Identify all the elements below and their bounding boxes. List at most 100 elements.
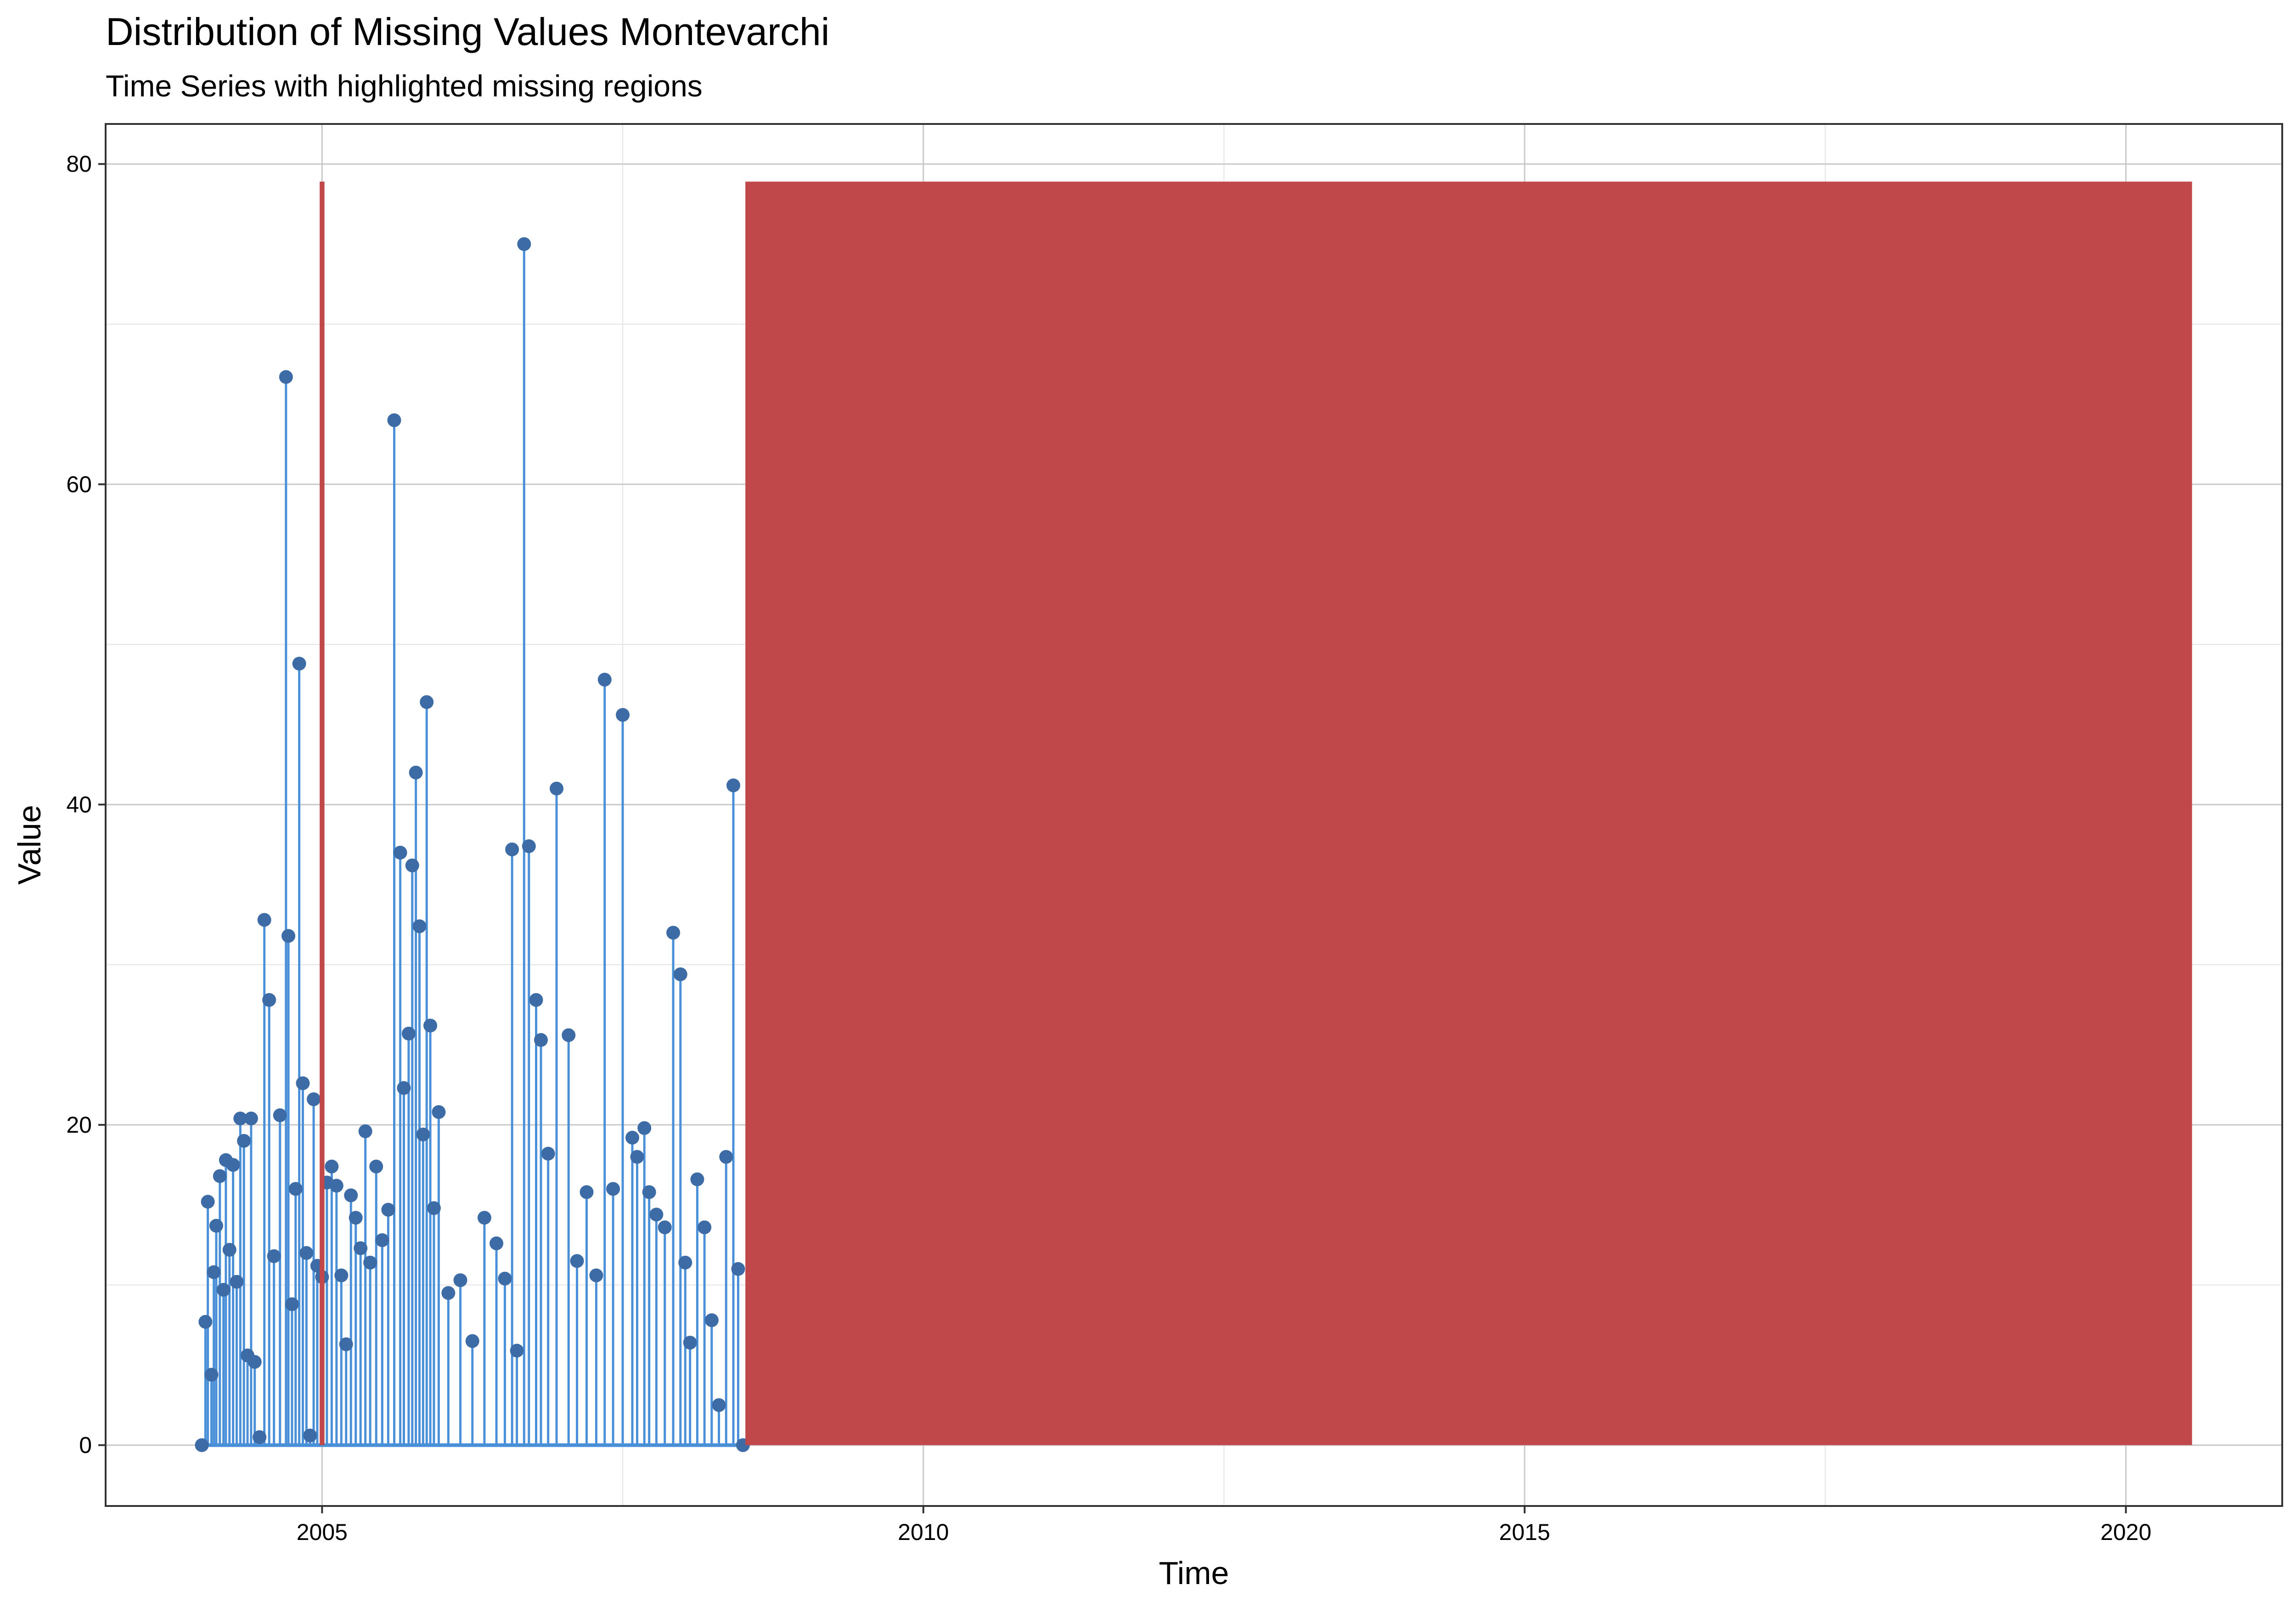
- data-point: [427, 1201, 441, 1215]
- data-point: [683, 1336, 697, 1350]
- data-point: [299, 1246, 314, 1260]
- data-point: [288, 1182, 303, 1196]
- missing-region: [745, 181, 2192, 1445]
- data-point: [363, 1255, 377, 1270]
- data-point: [432, 1105, 446, 1119]
- y-axis-title: Value: [11, 805, 47, 885]
- data-point: [233, 1111, 248, 1125]
- data-point: [498, 1271, 512, 1286]
- data-point: [285, 1297, 299, 1311]
- data-point: [510, 1343, 524, 1358]
- data-point: [267, 1249, 281, 1263]
- y-tick-label: 20: [66, 1112, 92, 1138]
- data-point: [420, 695, 434, 709]
- plot-panel: [105, 123, 2283, 1507]
- data-point: [658, 1220, 672, 1235]
- data-point: [570, 1254, 584, 1268]
- data-point: [562, 1028, 576, 1042]
- y-tick-label: 40: [66, 792, 92, 817]
- data-point: [490, 1236, 504, 1250]
- data-point: [505, 842, 519, 856]
- data-point: [387, 413, 401, 427]
- data-point: [375, 1233, 389, 1247]
- data-point: [589, 1268, 603, 1282]
- data-point: [281, 929, 296, 943]
- data-point: [369, 1159, 383, 1174]
- data-point: [195, 1438, 209, 1452]
- x-tick-label: 2020: [2100, 1519, 2151, 1545]
- data-point: [334, 1268, 349, 1282]
- data-point: [204, 1367, 219, 1382]
- data-point: [580, 1185, 594, 1199]
- data-point: [606, 1182, 620, 1196]
- data-point: [262, 993, 276, 1007]
- data-point: [625, 1130, 640, 1145]
- data-point: [381, 1202, 395, 1217]
- data-point: [522, 839, 536, 854]
- chart-title: Distribution of Missing Values Montevarc…: [106, 10, 829, 53]
- chart-subtitle: Time Series with highlighted missing reg…: [106, 69, 703, 103]
- x-axis-title: Time: [1159, 1555, 1229, 1591]
- data-point: [325, 1159, 339, 1174]
- data-point: [423, 1018, 438, 1033]
- data-point: [213, 1169, 227, 1183]
- y-tick-label: 80: [66, 151, 92, 177]
- data-point: [731, 1262, 745, 1276]
- data-point: [649, 1208, 664, 1222]
- data-point: [216, 1283, 231, 1297]
- data-point: [237, 1134, 251, 1148]
- data-point: [339, 1337, 353, 1351]
- data-point: [405, 858, 419, 872]
- data-point: [303, 1428, 317, 1443]
- data-point: [354, 1241, 368, 1255]
- data-point: [453, 1273, 467, 1287]
- data-point: [397, 1081, 411, 1095]
- data-point: [207, 1265, 221, 1279]
- x-tick-label: 2015: [1499, 1519, 1550, 1545]
- x-axis: 2005 2010 2015 2020: [297, 1506, 2151, 1545]
- data-point: [673, 967, 687, 982]
- data-point: [550, 781, 564, 796]
- data-point: [349, 1211, 363, 1225]
- data-point: [534, 1033, 548, 1047]
- series-layer: [195, 237, 750, 1452]
- y-tick-label: 0: [79, 1432, 92, 1458]
- data-point: [409, 765, 423, 780]
- data-point: [253, 1430, 267, 1444]
- y-tick-label: 60: [66, 472, 92, 497]
- data-point: [529, 993, 543, 1007]
- panel-border: [105, 123, 2283, 1507]
- data-point: [690, 1172, 704, 1186]
- data-point: [358, 1124, 372, 1138]
- data-point: [226, 1158, 240, 1172]
- data-point: [201, 1195, 215, 1209]
- data-point: [465, 1334, 479, 1348]
- data-point: [441, 1286, 456, 1300]
- y-axis: 0 20 40 60 80: [66, 151, 106, 1458]
- data-point: [416, 1127, 430, 1141]
- data-point: [257, 913, 271, 927]
- data-point: [477, 1211, 491, 1225]
- data-point: [296, 1076, 310, 1090]
- series-line: [202, 244, 743, 1446]
- data-point: [597, 673, 612, 687]
- data-point: [222, 1242, 236, 1257]
- data-point: [329, 1179, 343, 1193]
- data-point: [244, 1111, 258, 1125]
- missing-region: [320, 181, 325, 1445]
- data-point: [698, 1220, 712, 1235]
- data-point: [292, 657, 306, 671]
- data-point: [393, 845, 407, 860]
- data-point: [666, 926, 681, 940]
- data-point: [726, 778, 741, 792]
- data-point: [209, 1219, 223, 1233]
- data-point: [630, 1150, 644, 1164]
- data-point: [344, 1188, 358, 1202]
- x-tick-label: 2010: [898, 1519, 949, 1545]
- data-point: [637, 1121, 652, 1135]
- missing-regions: [320, 181, 2192, 1445]
- data-point: [517, 237, 531, 251]
- data-point: [279, 370, 293, 384]
- data-point: [616, 708, 630, 722]
